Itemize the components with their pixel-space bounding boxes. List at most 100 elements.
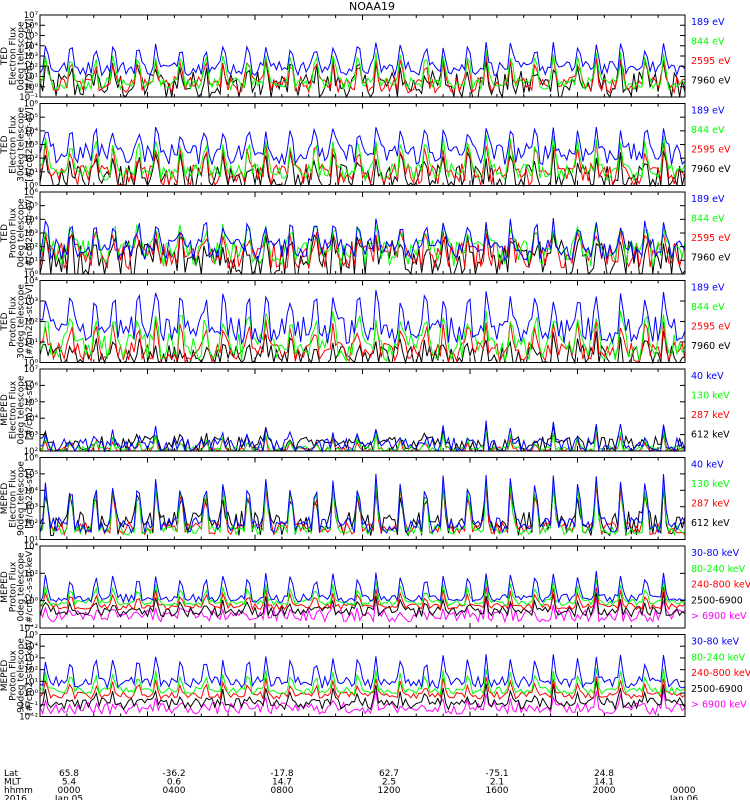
lat-value: 65.8 <box>59 769 79 779</box>
series-line-4 <box>39 579 686 607</box>
mlt-value: 0.6 <box>167 778 182 788</box>
series-line-2 <box>39 681 686 711</box>
series-line-4 <box>39 218 686 262</box>
y-axis-label-line: [#/cm2-s-str] <box>25 468 35 528</box>
ephemeris-row-label: 2016 <box>4 795 27 800</box>
date-label: Jan 06 <box>669 795 698 800</box>
legend-entry: > 6900 keV <box>691 611 747 622</box>
legend-entry: 189 eV <box>691 194 725 205</box>
y-axis-label-line: Electron Flux <box>8 26 18 85</box>
y-axis-label-line: 90deg telescope <box>17 638 27 713</box>
legend-entry: 2595 eV <box>691 322 731 333</box>
x-tick-label: 0800 <box>271 786 294 796</box>
y-tick-label: 10⁴ <box>24 642 39 652</box>
y-tick-label: 10⁷ <box>24 11 39 21</box>
y-axis-label-line: MEPED <box>0 660 10 692</box>
series-line-2 <box>39 591 686 619</box>
y-tick-label: 10⁻¹ <box>19 93 38 103</box>
y-tick-label: 10⁰ <box>24 689 39 699</box>
y-tick-label: 10⁴ <box>24 215 39 225</box>
y-tick-label: 10⁴ <box>24 486 39 496</box>
lat-value: -36.2 <box>162 769 185 779</box>
y-tick-label: 10² <box>24 318 38 328</box>
y-axis-label-line: Electron Flux <box>8 469 18 528</box>
y-axis-label-line: 90deg telescope <box>17 461 27 536</box>
legend-entry: > 6900 keV <box>691 700 747 711</box>
series-line-4 <box>39 473 686 534</box>
chart-title: NOAA19 <box>349 0 395 13</box>
x-tick-label: 1200 <box>378 786 401 796</box>
y-axis-label-line: TED <box>0 135 10 154</box>
series-line-4 <box>39 290 686 346</box>
y-tick-label: 10⁶ <box>24 188 39 198</box>
series-line-5 <box>39 654 686 691</box>
x-tick-label: 0400 <box>163 786 186 796</box>
panel-1: 10⁻¹10⁰10¹10²10³10⁴10⁵10⁶10⁷TEDElectron … <box>0 11 731 103</box>
legend-entry: 130 keV <box>691 391 730 402</box>
y-tick-label: 10³ <box>24 52 38 62</box>
legend-entry: 844 eV <box>691 37 725 48</box>
y-tick-label: 10⁻² <box>19 624 38 634</box>
ephemeris-row-label: hhmm <box>4 786 33 796</box>
y-axis-label-line: MEPED <box>0 394 10 426</box>
y-tick-label: 10² <box>24 519 38 529</box>
legend-entry: 844 eV <box>691 125 725 136</box>
legend-entry: 2595 eV <box>691 56 731 67</box>
mlt-value: 2.1 <box>490 778 504 788</box>
y-tick-label: 10⁻² <box>19 713 38 723</box>
series-line-1 <box>39 232 686 276</box>
legend-entry: 612 keV <box>691 430 730 441</box>
y-axis-label-line: TED <box>0 224 10 243</box>
y-tick-label: 10⁷ <box>24 365 39 375</box>
y-tick-label: 10³ <box>24 141 38 151</box>
y-axis-label-line: 30deg telescope <box>17 284 27 359</box>
legend-entry: 2595 eV <box>691 233 731 244</box>
panels-group: 10⁻¹10⁰10¹10²10³10⁴10⁵10⁶10⁷TEDElectron … <box>0 11 750 723</box>
y-axis-label-line: [#/cm2-s-str-eV] <box>25 107 35 182</box>
lat-value: -75.1 <box>485 769 508 779</box>
x-tick-label: 1600 <box>486 786 509 796</box>
y-tick-label: 10¹ <box>24 256 38 266</box>
y-tick-label: 10³ <box>24 229 38 239</box>
y-tick-label: 10¹ <box>24 677 38 687</box>
y-axis-label-line: Electron Flux <box>8 115 18 174</box>
y-axis-label-line: [#/cm2-s-str-keV] <box>25 547 35 626</box>
series-line-2 <box>39 140 686 187</box>
y-axis-label: MEPEDProton Flux0deg telescope[#/cm2-s-s… <box>0 547 35 626</box>
y-tick-label: 10⁵ <box>24 202 38 212</box>
x-tick-label: 2000 <box>593 786 616 796</box>
y-tick-label: 10⁵ <box>24 32 38 42</box>
series-line-3 <box>39 676 686 701</box>
mlt-value: 14.7 <box>272 778 292 788</box>
legend-entry: 287 keV <box>691 499 730 510</box>
y-tick-label: 10² <box>24 154 38 164</box>
legend-entry: 130 keV <box>691 479 730 490</box>
legend-entry: 189 eV <box>691 283 725 294</box>
legend-entry: 287 keV <box>691 410 730 421</box>
legend-entry: 189 eV <box>691 106 725 117</box>
y-axis-label-line: MEPED <box>0 483 10 515</box>
y-tick-label: 10³ <box>24 431 38 441</box>
x-tick-label: 0000 <box>673 786 696 796</box>
series-line-5 <box>39 570 686 604</box>
y-axis-label-line: Proton Flux <box>8 650 18 701</box>
y-tick-label: 10¹ <box>24 168 38 178</box>
y-tick-label: 10⁰ <box>24 270 39 280</box>
y-axis-label-line: 0deg telescope <box>17 375 27 445</box>
legend-entry: 2595 eV <box>691 145 731 156</box>
series-line-1 <box>39 595 686 624</box>
y-tick-label: 10⁰ <box>24 83 39 93</box>
legend-entry: 189 eV <box>691 17 725 28</box>
series-line-4 <box>39 668 686 696</box>
y-tick-label: 10⁰ <box>24 597 39 607</box>
series-line-4 <box>39 126 686 166</box>
y-axis-label: MEPEDElectron Flux0deg telescope[#/cm2-s… <box>0 375 35 445</box>
legend-entry: 7960 eV <box>691 341 731 352</box>
y-tick-label: 10⁵ <box>24 113 38 123</box>
series-line-3 <box>39 586 686 611</box>
legend-entry: 40 keV <box>691 460 724 471</box>
y-tick-label: 10³ <box>24 654 38 664</box>
